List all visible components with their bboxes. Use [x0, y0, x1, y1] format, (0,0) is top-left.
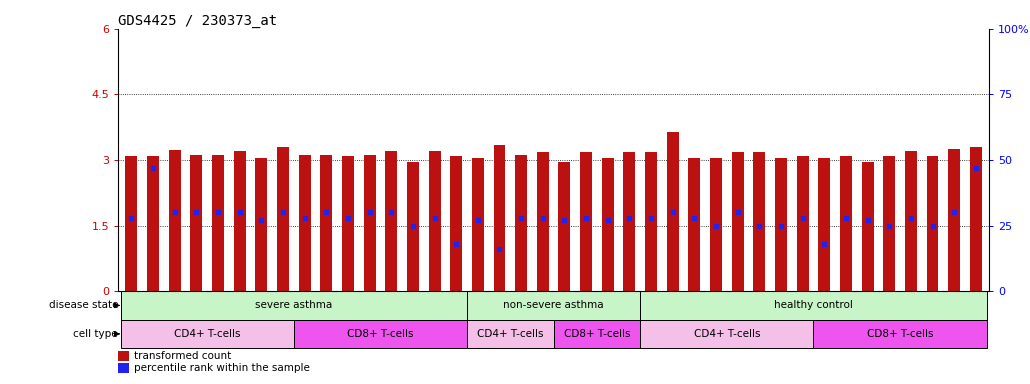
- Bar: [862, 162, 873, 291]
- Bar: [645, 152, 657, 291]
- Text: CD8+ T-cells: CD8+ T-cells: [867, 329, 933, 339]
- Bar: [407, 162, 419, 291]
- Text: percentile rank within the sample: percentile rank within the sample: [134, 363, 310, 373]
- Text: non-severe asthma: non-severe asthma: [504, 300, 604, 310]
- Bar: [553, 319, 641, 348]
- Bar: [118, 351, 129, 361]
- Bar: [641, 291, 987, 319]
- Bar: [623, 152, 636, 291]
- Bar: [688, 158, 700, 291]
- Bar: [428, 151, 441, 291]
- Bar: [839, 156, 852, 291]
- Bar: [970, 147, 982, 291]
- Text: CD4+ T-cells: CD4+ T-cells: [693, 329, 760, 339]
- Bar: [121, 319, 294, 348]
- Bar: [294, 319, 467, 348]
- Text: CD8+ T-cells: CD8+ T-cells: [563, 329, 630, 339]
- Bar: [450, 157, 462, 291]
- Bar: [467, 319, 553, 348]
- Bar: [949, 149, 960, 291]
- Bar: [796, 156, 809, 291]
- Bar: [277, 147, 289, 291]
- Bar: [255, 158, 268, 291]
- Bar: [493, 145, 506, 291]
- Bar: [710, 158, 722, 291]
- Text: GDS4425 / 230373_at: GDS4425 / 230373_at: [118, 14, 277, 28]
- Text: CD4+ T-cells: CD4+ T-cells: [477, 329, 544, 339]
- Bar: [580, 152, 592, 291]
- Bar: [927, 156, 938, 291]
- Bar: [515, 155, 527, 291]
- Bar: [364, 155, 376, 291]
- Text: disease state: disease state: [48, 300, 118, 310]
- Bar: [385, 151, 398, 291]
- Bar: [169, 151, 180, 291]
- Bar: [234, 151, 245, 291]
- Bar: [537, 152, 549, 291]
- Bar: [191, 155, 202, 291]
- Bar: [753, 152, 765, 291]
- Text: severe asthma: severe asthma: [255, 300, 333, 310]
- Bar: [666, 132, 679, 291]
- Bar: [342, 156, 354, 291]
- Bar: [472, 158, 484, 291]
- Bar: [147, 156, 159, 291]
- Bar: [121, 291, 467, 319]
- Bar: [467, 291, 641, 319]
- Text: cell type: cell type: [73, 329, 118, 339]
- Bar: [731, 152, 744, 291]
- Bar: [320, 155, 333, 291]
- Bar: [126, 157, 137, 291]
- Text: transformed count: transformed count: [134, 351, 232, 361]
- Bar: [602, 158, 614, 291]
- Bar: [884, 156, 895, 291]
- Bar: [905, 151, 917, 291]
- Text: CD4+ T-cells: CD4+ T-cells: [174, 329, 240, 339]
- Bar: [558, 162, 571, 291]
- Bar: [212, 155, 224, 291]
- Bar: [641, 319, 814, 348]
- Bar: [118, 363, 129, 373]
- Bar: [818, 158, 830, 291]
- Bar: [775, 158, 787, 291]
- Bar: [814, 319, 987, 348]
- Text: CD8+ T-cells: CD8+ T-cells: [347, 329, 414, 339]
- Bar: [299, 155, 311, 291]
- Text: healthy control: healthy control: [774, 300, 853, 310]
